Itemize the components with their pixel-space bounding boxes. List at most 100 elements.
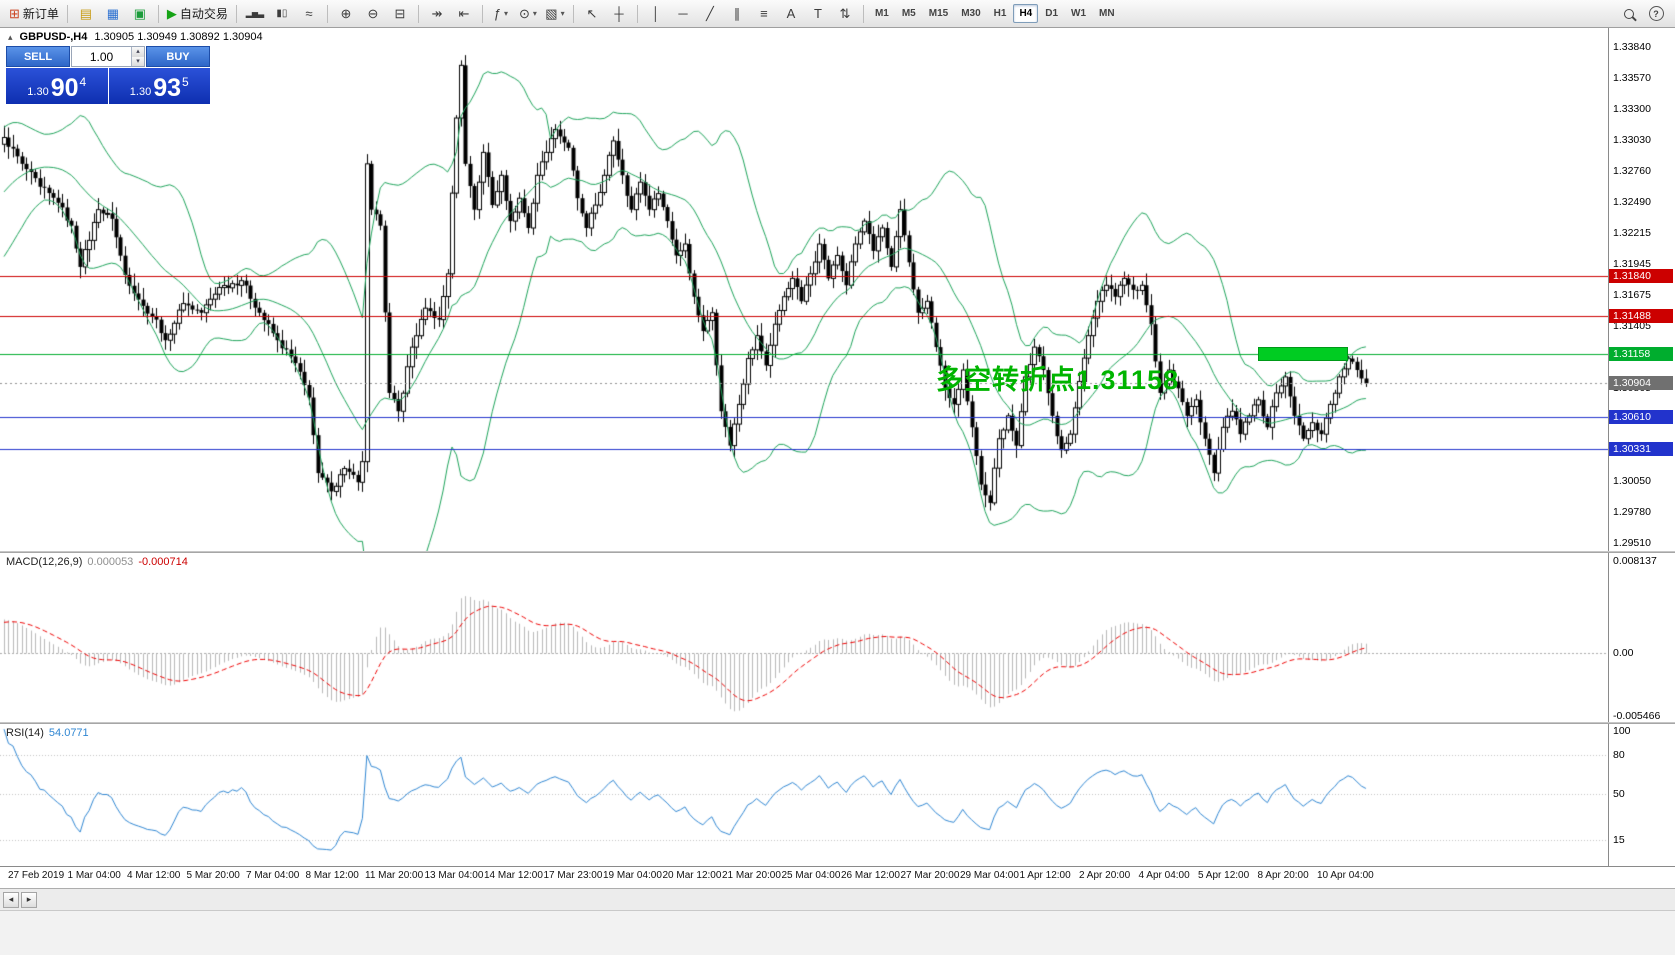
one-click-trading-panel: SELL ▴ ▾ BUY 1.30 90 4 1.30 93 5	[6, 46, 210, 104]
highlight-rectangle[interactable]	[1258, 347, 1348, 361]
time-axis-label: 13 Mar 04:00	[424, 870, 484, 881]
auto-scroll-icon-glyph: ↠	[431, 6, 443, 21]
timeframe-button-w1[interactable]: W1	[1071, 8, 1087, 19]
vertical-line-icon[interactable]: │	[643, 3, 669, 25]
price-level-tag[interactable]: 1.31840	[1609, 269, 1673, 284]
zoom-out-icon-glyph: ⊖	[367, 6, 379, 21]
timeframe-button-h4[interactable]: H4	[1013, 4, 1039, 23]
toolbar-separator	[417, 4, 419, 23]
price-chart-canvas[interactable]	[0, 28, 1608, 551]
timeframe-button-d1[interactable]: D1	[1045, 8, 1059, 19]
crosshair-icon[interactable]: ┼	[606, 3, 632, 25]
price-axis-label: 1.30050	[1613, 475, 1651, 488]
text-icon-glyph: A	[786, 6, 796, 21]
fibonacci-icon-glyph: ≡	[760, 6, 768, 21]
oct-collapse-icon[interactable]: ▴	[8, 31, 13, 42]
timeframe-button-m15[interactable]: M15	[928, 8, 949, 19]
sell-price-display[interactable]: 1.30 90 4	[6, 68, 108, 104]
chart-shift-icon-glyph: ⇤	[458, 6, 470, 21]
arrows-icon[interactable]: ⇅	[832, 3, 858, 25]
time-axis-label: 8 Apr 20:00	[1257, 870, 1309, 881]
lot-decrease-button[interactable]: ▾	[132, 56, 144, 66]
tabs-scroll-left-button[interactable]: ◂	[3, 891, 19, 908]
market-watch-icon[interactable]: ▤	[73, 3, 99, 25]
timeframe-button-m30[interactable]: M30	[961, 8, 981, 19]
new-order-button-label: 新订单	[22, 7, 59, 21]
periods-icon-glyph: ⊙	[518, 6, 530, 21]
line-chart-icon[interactable]: ≈	[296, 3, 322, 25]
timeframe-button-m5[interactable]: M5	[901, 8, 916, 19]
line-chart-icon-glyph: ≈	[305, 6, 313, 21]
candlestick-icon[interactable]: ▮▯	[269, 3, 295, 25]
time-axis-label: 27 Mar 20:00	[900, 870, 960, 881]
macd-indicator-canvas[interactable]	[0, 553, 1608, 722]
auto-scroll-icon[interactable]: ↠	[424, 3, 450, 25]
zoom-in-icon[interactable]: ⊕	[333, 3, 359, 25]
tabs-scroll-right-button[interactable]: ▸	[21, 891, 37, 908]
status-bar	[0, 910, 1675, 955]
time-axis: 27 Feb 2019 1 Mar 04:00 4 Mar 12:00 5 Mar 2…	[0, 867, 1675, 888]
panel-splitter[interactable]	[0, 722, 1675, 724]
timeframe-button-m1[interactable]: M1	[874, 8, 889, 19]
price-axis-label: 1.31675	[1613, 288, 1651, 301]
rsi-axis-label: 50	[1613, 788, 1625, 800]
search-icon[interactable]	[1616, 3, 1642, 25]
panel-splitter[interactable]	[0, 551, 1675, 553]
chart-shift-icon[interactable]: ⇤	[451, 3, 477, 25]
autotrading-button[interactable]: ▶ 自动交易	[164, 3, 231, 25]
price-axis-label: 1.33030	[1613, 133, 1651, 146]
bar-chart-icon[interactable]: ▂▅▃	[242, 3, 268, 25]
time-axis-label: 17 Mar 23:00	[543, 870, 603, 881]
buy-button[interactable]: BUY	[146, 46, 210, 67]
buy-price-display[interactable]: 1.30 93 5	[108, 68, 210, 104]
buy-price-big: 93	[153, 74, 182, 102]
sell-price-prefix: 1.30	[27, 86, 49, 98]
price-axis-label: 1.29780	[1613, 506, 1651, 519]
horizontal-line-icon-glyph: ─	[678, 6, 688, 21]
cursor-icon[interactable]: ↖	[579, 3, 605, 25]
timeframe-button-mn[interactable]: MN	[1099, 8, 1115, 19]
toolbar-separator	[66, 4, 68, 23]
tile-windows-icon[interactable]: ⊟	[387, 3, 413, 25]
sell-button[interactable]: SELL	[6, 46, 70, 67]
time-axis-label: 4 Mar 12:00	[127, 870, 181, 881]
rsi-value: 54.0771	[48, 727, 89, 739]
new-order-button[interactable]: ⊞ 新订单	[6, 3, 62, 25]
price-axis-label: 1.30325	[1613, 443, 1651, 456]
terminal-icon[interactable]: ▣	[127, 3, 153, 25]
rsi-indicator-canvas[interactable]	[0, 724, 1608, 866]
lot-increase-button[interactable]: ▴	[132, 47, 144, 57]
horizontal-line-icon[interactable]: ─	[670, 3, 696, 25]
navigator-icon[interactable]: ▦	[100, 3, 126, 25]
rsi-axis-label: 80	[1613, 749, 1625, 761]
zoom-out-icon[interactable]: ⊖	[360, 3, 386, 25]
templates-icon-glyph: ▧	[545, 6, 558, 21]
arrows-icon-glyph: ⇅	[839, 6, 851, 21]
periods-icon[interactable]: ⊙ ▾	[515, 3, 541, 25]
price-level-tag[interactable]: 1.31488	[1609, 309, 1673, 324]
lot-size-input[interactable]	[72, 47, 131, 66]
help-icon[interactable]: ?	[1643, 3, 1669, 25]
symbol-timeframe-label: GBPUSD-,H4	[19, 31, 88, 43]
price-axis-label: 1.29510	[1613, 536, 1651, 549]
search-icon-glyph	[1624, 8, 1634, 19]
toolbar-separator	[481, 4, 483, 23]
channel-icon[interactable]: ∥	[724, 3, 750, 25]
fibonacci-icon[interactable]: ≡	[751, 3, 777, 25]
indicators-icon-glyph: ƒ	[493, 6, 502, 21]
timeframe-button-h1[interactable]: H1	[993, 8, 1007, 19]
current-price-tag: 1.30904	[1609, 376, 1673, 391]
price-level-tag[interactable]: 1.30610	[1609, 409, 1673, 424]
templates-icon[interactable]: ▧ ▾	[542, 3, 568, 25]
price-level-tag[interactable]: 1.31158	[1609, 347, 1673, 362]
rsi-axis-label: 100	[1613, 725, 1631, 737]
price-level-tag[interactable]: 1.30331	[1609, 441, 1673, 456]
label-icon[interactable]: T	[805, 3, 831, 25]
trendline-icon[interactable]: ╱	[697, 3, 723, 25]
rsi-name: RSI(14)	[6, 727, 44, 739]
candlestick-icon-glyph: ▮▯	[276, 7, 288, 19]
text-icon[interactable]: A	[778, 3, 804, 25]
indicators-icon[interactable]: ƒ ▾	[488, 3, 514, 25]
lot-size-box: ▴ ▾	[71, 46, 145, 67]
